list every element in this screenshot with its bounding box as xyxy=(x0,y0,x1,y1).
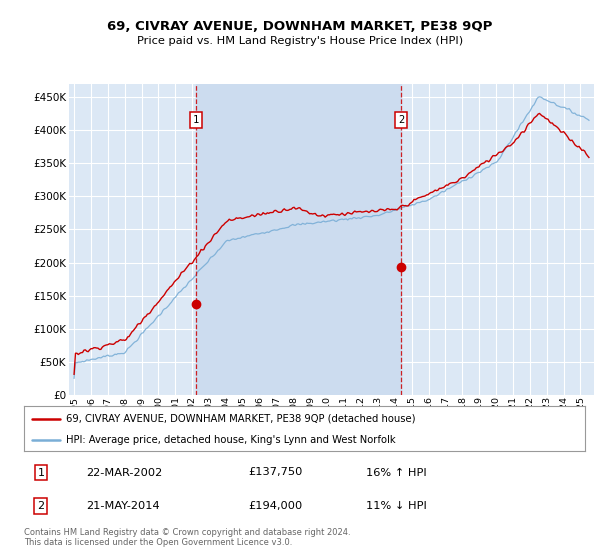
Text: 22-MAR-2002: 22-MAR-2002 xyxy=(86,468,162,478)
Text: 21-MAY-2014: 21-MAY-2014 xyxy=(86,501,160,511)
Text: 69, CIVRAY AVENUE, DOWNHAM MARKET, PE38 9QP: 69, CIVRAY AVENUE, DOWNHAM MARKET, PE38 … xyxy=(107,20,493,32)
Text: £137,750: £137,750 xyxy=(248,468,303,478)
Text: 2: 2 xyxy=(398,115,404,125)
Text: HPI: Average price, detached house, King's Lynn and West Norfolk: HPI: Average price, detached house, King… xyxy=(66,435,396,445)
Text: 2: 2 xyxy=(37,501,44,511)
Text: 1: 1 xyxy=(37,468,44,478)
Text: Price paid vs. HM Land Registry's House Price Index (HPI): Price paid vs. HM Land Registry's House … xyxy=(137,36,463,46)
Text: 16% ↑ HPI: 16% ↑ HPI xyxy=(366,468,427,478)
Text: 11% ↓ HPI: 11% ↓ HPI xyxy=(366,501,427,511)
Text: £194,000: £194,000 xyxy=(248,501,302,511)
Text: 69, CIVRAY AVENUE, DOWNHAM MARKET, PE38 9QP (detached house): 69, CIVRAY AVENUE, DOWNHAM MARKET, PE38 … xyxy=(66,413,416,423)
Text: 1: 1 xyxy=(193,115,199,125)
Bar xyxy=(196,84,401,395)
Text: Contains HM Land Registry data © Crown copyright and database right 2024.
This d: Contains HM Land Registry data © Crown c… xyxy=(24,528,350,547)
